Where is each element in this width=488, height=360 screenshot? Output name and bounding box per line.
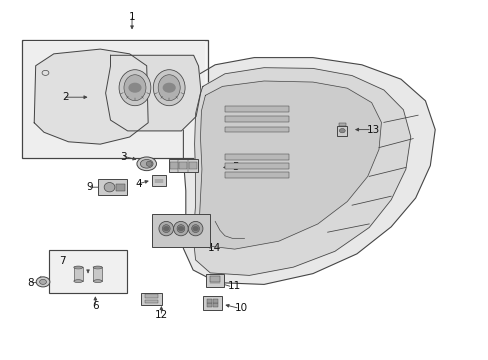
Text: 3: 3	[120, 152, 127, 162]
Circle shape	[193, 227, 198, 230]
Bar	[179, 162, 187, 169]
Circle shape	[339, 129, 345, 133]
Bar	[141, 293, 162, 305]
Text: 2: 2	[61, 92, 68, 102]
Bar	[224, 106, 288, 112]
Bar	[151, 175, 166, 186]
Ellipse shape	[146, 161, 152, 166]
Bar	[337, 126, 346, 136]
Polygon shape	[199, 81, 381, 249]
Text: 12: 12	[154, 310, 168, 320]
Bar	[207, 303, 212, 307]
Text: 5: 5	[232, 162, 239, 172]
Ellipse shape	[159, 221, 173, 236]
Bar	[338, 123, 345, 126]
Ellipse shape	[93, 280, 102, 283]
Bar	[98, 179, 127, 195]
Bar	[49, 250, 127, 293]
Circle shape	[40, 279, 46, 284]
Bar	[169, 162, 177, 169]
Ellipse shape	[119, 70, 150, 106]
Polygon shape	[105, 55, 201, 131]
Bar	[224, 163, 288, 169]
Polygon shape	[183, 58, 434, 284]
Text: 1: 1	[128, 12, 135, 22]
Bar	[213, 299, 218, 303]
Bar	[207, 299, 212, 303]
Ellipse shape	[158, 75, 180, 101]
Ellipse shape	[93, 266, 102, 269]
Bar	[22, 40, 207, 158]
Ellipse shape	[173, 221, 188, 236]
Text: 8: 8	[27, 278, 34, 288]
Text: 11: 11	[227, 281, 240, 291]
Text: 7: 7	[59, 256, 65, 266]
Bar	[168, 159, 198, 172]
Bar	[206, 274, 224, 287]
Ellipse shape	[162, 225, 170, 233]
Ellipse shape	[123, 75, 145, 101]
Bar	[203, 296, 222, 310]
Bar	[224, 154, 288, 160]
Circle shape	[129, 84, 141, 92]
Ellipse shape	[191, 225, 199, 233]
Bar	[144, 294, 158, 298]
Bar	[74, 267, 82, 281]
Bar	[224, 127, 288, 132]
Text: 13: 13	[366, 125, 379, 135]
Bar	[213, 303, 218, 307]
Bar	[93, 267, 102, 281]
Circle shape	[36, 277, 50, 287]
Bar	[151, 214, 210, 247]
Ellipse shape	[137, 157, 156, 171]
Ellipse shape	[153, 70, 184, 106]
Text: 14: 14	[207, 243, 221, 253]
Circle shape	[178, 227, 183, 230]
Polygon shape	[193, 68, 410, 275]
Bar	[189, 162, 197, 169]
Ellipse shape	[74, 280, 82, 283]
Ellipse shape	[104, 183, 115, 192]
Ellipse shape	[140, 159, 153, 168]
Bar	[224, 172, 288, 178]
Ellipse shape	[74, 266, 82, 269]
Text: 9: 9	[86, 182, 93, 192]
Bar	[116, 184, 125, 191]
Circle shape	[163, 84, 175, 92]
Bar	[144, 300, 158, 303]
Bar	[24, 41, 205, 157]
Text: 4: 4	[135, 179, 142, 189]
Text: 6: 6	[92, 301, 99, 311]
Bar	[210, 276, 220, 282]
Bar	[224, 116, 288, 122]
Circle shape	[163, 227, 168, 230]
Ellipse shape	[188, 221, 203, 236]
Ellipse shape	[177, 225, 184, 233]
Polygon shape	[34, 49, 148, 144]
Text: 10: 10	[234, 303, 247, 313]
